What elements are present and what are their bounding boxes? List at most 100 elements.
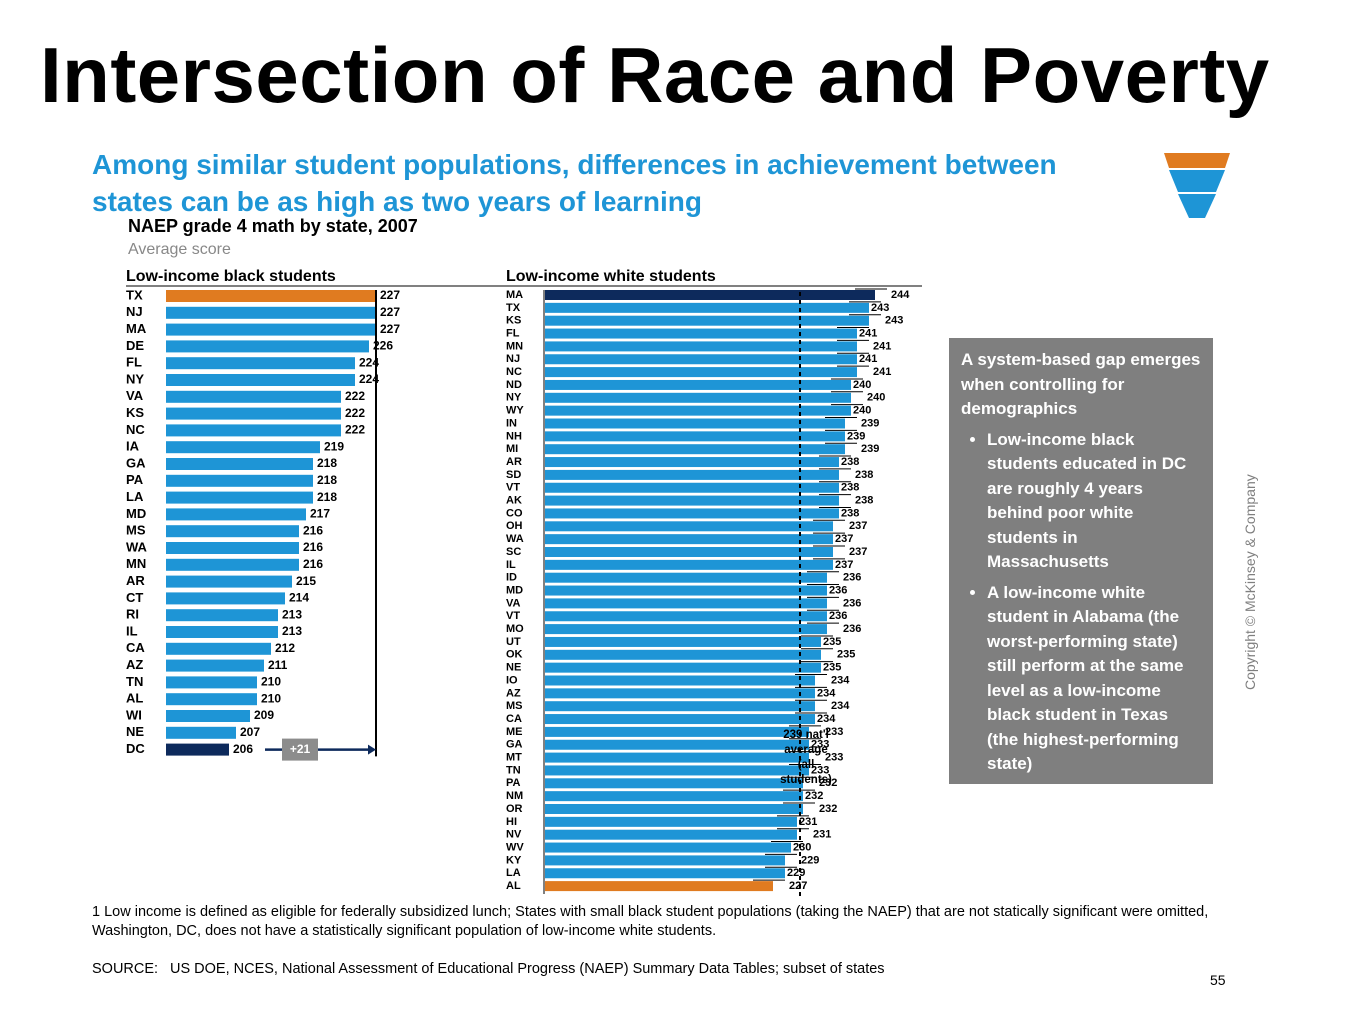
- bar-white-tn: [545, 765, 809, 776]
- chart-layer: Low-income black students TX 227 NJ 227 MA 227…: [126, 268, 922, 900]
- bar-black-la: [166, 491, 313, 504]
- bar-black-va: [166, 390, 341, 403]
- data-label: 216: [303, 523, 323, 537]
- category-label: MA: [126, 321, 147, 336]
- bar-black-az: [166, 659, 264, 672]
- category-label: CT: [126, 590, 143, 605]
- bar-black-ca: [166, 642, 271, 655]
- category-label: NJ: [506, 353, 520, 365]
- bar-white-ma: [545, 290, 875, 300]
- bar-black-nj: [166, 306, 376, 319]
- category-label: VA: [126, 388, 144, 403]
- category-label: WA: [506, 533, 524, 545]
- data-label: 239: [861, 417, 879, 429]
- data-label: 235: [823, 636, 841, 648]
- bar-black-al: [166, 693, 257, 706]
- data-label: 222: [345, 423, 365, 437]
- bar-white-ny: [545, 392, 851, 403]
- category-label: AL: [506, 880, 521, 892]
- bar-black-wa: [166, 542, 299, 554]
- bar-black-fl: [166, 357, 355, 370]
- data-label: 243: [885, 315, 903, 327]
- category-label: WV: [506, 841, 524, 853]
- category-label: OK: [506, 649, 523, 661]
- bar-white-vt: [545, 482, 839, 493]
- data-label: 236: [843, 572, 861, 584]
- category-label: WY: [506, 405, 524, 417]
- data-label: 238: [855, 469, 873, 481]
- data-label: 210: [261, 691, 281, 705]
- data-label: 207: [240, 725, 260, 739]
- bar-white-ky: [545, 855, 785, 866]
- category-label: PA: [126, 472, 144, 487]
- bar-white-oh: [545, 521, 833, 532]
- data-label: 206: [233, 742, 253, 756]
- bar-white-in: [545, 418, 845, 429]
- chart-title: NAEP grade 4 math by state, 2007: [128, 216, 418, 236]
- category-label: MN: [506, 340, 523, 352]
- data-label: 231: [799, 816, 817, 828]
- bar-white-md: [545, 585, 827, 596]
- data-label: 224: [359, 372, 379, 386]
- callout-box: A system-based gap emerges when controll…: [949, 338, 1213, 784]
- category-label: MN: [126, 556, 146, 571]
- category-label: IL: [126, 623, 138, 638]
- bar-white-va: [545, 598, 827, 609]
- category-label: NY: [506, 392, 522, 404]
- bar-white-ak: [545, 495, 839, 506]
- data-label: 232: [819, 777, 837, 789]
- footnote: 1 Low income is defined as eligible for …: [92, 904, 1209, 939]
- bar-black-tn: [166, 676, 257, 689]
- data-label: 236: [843, 623, 861, 635]
- data-label: 227: [380, 288, 400, 302]
- bar-black-mn: [166, 558, 299, 571]
- data-label: 227: [380, 322, 400, 336]
- data-label: 237: [849, 546, 867, 558]
- category-label: UT: [506, 636, 521, 648]
- data-label: 218: [317, 490, 337, 504]
- category-label: MI: [506, 443, 518, 455]
- bar-white-la: [545, 868, 785, 879]
- data-label: 216: [303, 540, 323, 554]
- data-label: 238: [841, 482, 859, 494]
- data-label: 217: [310, 507, 330, 521]
- category-label: ND: [506, 379, 522, 391]
- data-label: 237: [835, 533, 853, 545]
- source-label: SOURCE:: [92, 961, 159, 977]
- funnel-bottom-band: [1178, 194, 1216, 218]
- bar-white-wa: [545, 534, 833, 545]
- bar-white-il: [545, 559, 833, 570]
- bar-white-nv: [545, 829, 797, 840]
- category-label: MA: [506, 289, 523, 301]
- panel-title-left: Low-income black students: [126, 268, 336, 285]
- data-label: 237: [849, 520, 867, 532]
- bar-black-ks: [166, 407, 341, 420]
- category-label: IN: [506, 417, 517, 429]
- bar-white-fl: [545, 328, 857, 339]
- category-label: VT: [506, 482, 520, 494]
- data-label: 224: [359, 355, 379, 369]
- data-label: 222: [345, 406, 365, 420]
- bar-white-id: [545, 572, 827, 583]
- category-label: FL: [126, 355, 142, 370]
- category-label: KS: [506, 315, 521, 327]
- bar-white-co: [545, 508, 839, 519]
- bar-black-ar: [166, 575, 292, 588]
- category-label: MS: [506, 700, 523, 712]
- gap-label-box: [282, 738, 318, 761]
- bar-black-wi: [166, 710, 250, 722]
- data-label: 238: [841, 456, 859, 468]
- bar-white-nh: [545, 431, 845, 442]
- funnel-top-band: [1164, 153, 1230, 168]
- bar-white-ar: [545, 457, 839, 468]
- funnel-icon: [1164, 153, 1230, 218]
- data-label: 240: [867, 392, 885, 404]
- category-label: TN: [126, 674, 143, 689]
- bar-white-mi: [545, 444, 845, 455]
- category-label: CA: [506, 713, 522, 725]
- data-label: 229: [801, 854, 819, 866]
- data-label: 215: [296, 574, 316, 588]
- category-label: HI: [506, 816, 517, 828]
- data-label: 238: [841, 507, 859, 519]
- data-label: 237: [835, 559, 853, 571]
